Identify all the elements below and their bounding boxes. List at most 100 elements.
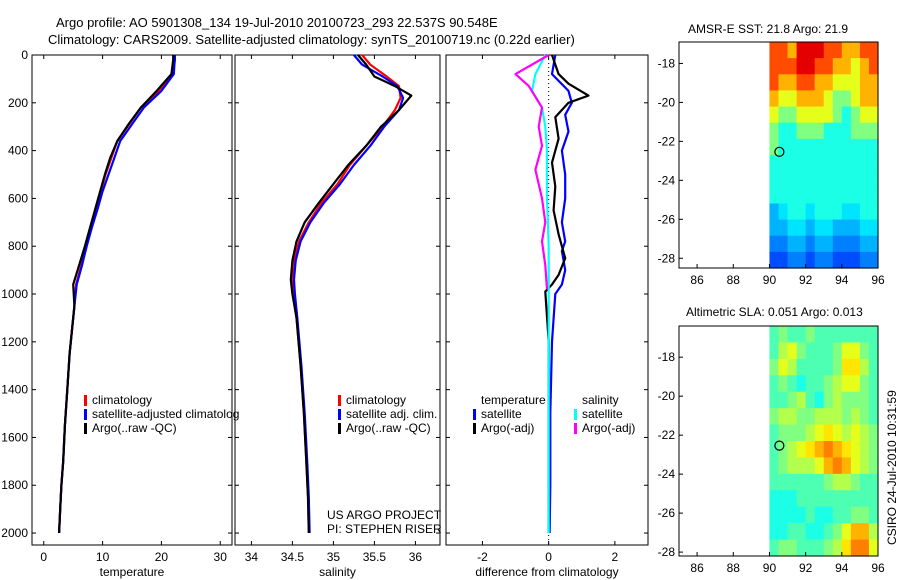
depth-tick-label: 200 <box>8 96 28 110</box>
sla_map-cell <box>769 358 780 376</box>
sst_map-cell <box>841 42 852 59</box>
sst_map-cell <box>769 203 780 221</box>
sla_map-cell <box>778 391 789 409</box>
sst_map-cell <box>769 138 780 156</box>
sst_map-cell <box>859 138 870 156</box>
sst_map-cell <box>796 219 807 237</box>
sla_map-cell <box>832 424 843 442</box>
sal-legend-argo-swatch <box>338 423 341 434</box>
sst_map-cell <box>823 187 834 205</box>
sst_map-cell <box>778 219 789 237</box>
sst_map-cell <box>841 235 852 253</box>
sst_map-cell <box>769 74 780 92</box>
sla_map-cell <box>868 358 879 376</box>
depth-tick-label: 1000 <box>1 287 28 301</box>
sla_map-cell <box>841 523 852 541</box>
diff-legend-sal-satellite-swatch <box>574 409 577 420</box>
depth-tick-label: 1200 <box>1 335 28 349</box>
sla_map-cell <box>778 441 789 459</box>
sla_map-cell <box>778 424 789 442</box>
diff-legend-temp-satellite-swatch <box>473 409 476 420</box>
sst_map-cell <box>778 187 789 205</box>
sst_map-cell <box>850 42 861 59</box>
sst_map-cell <box>814 122 825 140</box>
sla_map-cell <box>868 375 879 393</box>
sst_map-cell <box>814 171 825 188</box>
sst_map-cell <box>769 251 780 269</box>
sla_map-cell <box>796 326 807 344</box>
sla_map-cell <box>787 391 798 409</box>
sst_map-cell <box>796 251 807 269</box>
sst_map-cell <box>868 171 879 188</box>
difference-series-blue <box>548 54 573 534</box>
diff-legend-temp-argo-swatch <box>473 423 476 434</box>
sst_map-cell <box>787 219 798 237</box>
sla_map-cell <box>868 539 879 557</box>
sla_map-cell <box>841 457 852 475</box>
temp-legend-satellite-label: satellite-adjusted climatolog <box>92 407 239 421</box>
sal-legend-satellite-label: satellite adj. clim. <box>346 407 437 421</box>
sst_map-cell <box>814 138 825 156</box>
sla_map-cell <box>832 375 843 393</box>
sst_map-xtick-label: 96 <box>871 273 885 287</box>
sla_map-cell <box>769 539 780 557</box>
sst_map-cell <box>823 58 834 75</box>
sla_map-cell <box>778 342 789 360</box>
diff-legend-sal-satellite-label: satellite <box>582 407 623 421</box>
sla_map-cell <box>868 342 879 360</box>
sst_map-cell <box>832 171 843 188</box>
sla_map-cell <box>787 457 798 475</box>
sla_map-cell <box>796 358 807 376</box>
sla_map-cell <box>841 358 852 376</box>
sst_map-cell <box>805 58 816 75</box>
sst_map-xtick-label: 90 <box>763 273 777 287</box>
sla_map-cell <box>805 490 816 508</box>
sla_map-cell <box>850 490 861 508</box>
sal-legend-climatology-swatch <box>338 395 341 406</box>
sst_map-cell <box>859 58 870 75</box>
sla_map-cell <box>841 424 852 442</box>
sla_map-cell <box>787 490 798 508</box>
temp-legend-climatology-swatch <box>84 395 87 406</box>
sst_map-cell <box>805 90 816 108</box>
sst_map-cell <box>850 171 861 188</box>
sla_map-cell <box>850 441 861 459</box>
sla_map-cell <box>769 326 780 344</box>
sla_map-cell <box>814 408 825 426</box>
sla_map-cell <box>787 473 798 491</box>
sla_map-cell <box>814 391 825 409</box>
sla_map-cell <box>868 441 879 459</box>
sst_map-cell <box>778 106 789 124</box>
sla_map-cell <box>769 490 780 508</box>
sst_map-cell <box>841 106 852 124</box>
sla_map-cell <box>805 424 816 442</box>
depth-tick-label: 600 <box>8 191 28 205</box>
sla_map-cell <box>805 342 816 360</box>
sla_map-cell <box>832 326 843 344</box>
sla_map-cell <box>850 391 861 409</box>
salinity-xtick-label: 35.5 <box>363 550 387 564</box>
sla_map-cell <box>859 326 870 344</box>
sla_map-cell <box>832 441 843 459</box>
sst_map-cell <box>823 138 834 156</box>
sst_map-cell <box>778 58 789 75</box>
sst_map-cell <box>787 138 798 156</box>
sst_map-cell <box>778 90 789 108</box>
sst_map-cell <box>796 74 807 92</box>
sst_map-ytick-label: -24 <box>658 173 676 187</box>
sst_map-cell <box>832 203 843 221</box>
sla_map-cell <box>814 358 825 376</box>
sst_map-cell <box>850 235 861 253</box>
sst_map-cell <box>832 122 843 140</box>
sla_map-cell <box>850 424 861 442</box>
difference-xtick-label: -2 <box>477 550 488 564</box>
sla_map-cell <box>769 391 780 409</box>
sst_map-cell <box>805 74 816 92</box>
sla_map-cell <box>868 408 879 426</box>
sla_map-cell <box>850 342 861 360</box>
sla_map-cell <box>868 490 879 508</box>
sst_map-cell <box>805 138 816 156</box>
salinity-series-blue <box>292 54 405 534</box>
sst_map-cell <box>859 74 870 92</box>
sst_map-cell <box>868 251 879 269</box>
